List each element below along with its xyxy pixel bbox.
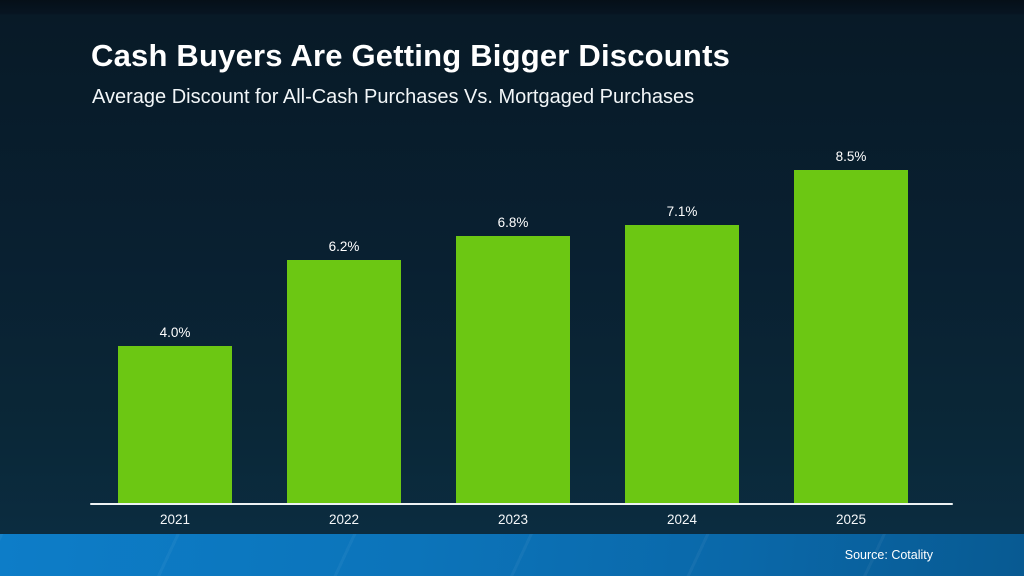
bar-2021 xyxy=(118,346,232,503)
chart-title: Cash Buyers Are Getting Bigger Discounts xyxy=(91,38,731,73)
bar-2023 xyxy=(456,236,570,503)
chart-subtitle: Average Discount for All-Cash Purchases … xyxy=(92,86,695,108)
bar-value-label: 6.8% xyxy=(497,215,529,230)
x-tick-label: 2023 xyxy=(497,512,529,527)
bar-value-label: 7.1% xyxy=(666,204,698,219)
bar-value-label: 8.5% xyxy=(835,149,867,164)
bar-2022 xyxy=(287,260,401,503)
bar-2024 xyxy=(625,225,739,503)
x-tick-label: 2022 xyxy=(328,512,360,527)
bar-value-label: 6.2% xyxy=(328,239,360,254)
bar-value-label: 4.0% xyxy=(159,325,191,340)
source-credit: Source: Cotality xyxy=(844,548,933,562)
bar-2025 xyxy=(794,170,908,503)
x-tick-label: 2025 xyxy=(835,512,867,527)
x-axis-line xyxy=(90,503,953,505)
footer-band: Source: Cotality xyxy=(0,534,1024,576)
x-tick-label: 2024 xyxy=(666,512,698,527)
x-tick-label: 2021 xyxy=(159,512,191,527)
